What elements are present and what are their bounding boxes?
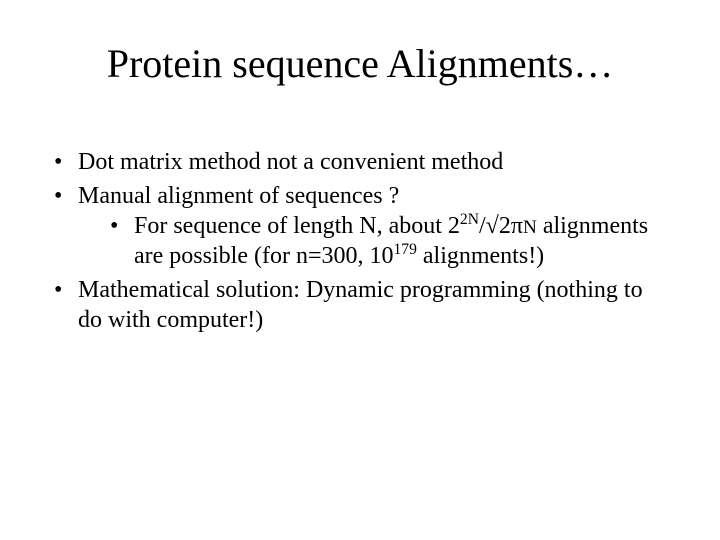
bullet-sequence-length: For sequence of length N, about 22N/√2πN… (106, 211, 670, 271)
bullet-text: Mathematical solution: Dynamic programmi… (78, 277, 643, 333)
slide-content: Dot matrix method not a convenient metho… (50, 147, 670, 335)
slide-container: Protein sequence Alignments… Dot matrix … (0, 0, 720, 540)
text-part: /√2π (479, 213, 523, 239)
small-n: N (523, 217, 537, 238)
exponent-179: 179 (393, 241, 416, 258)
bullet-text: Dot matrix method not a convenient metho… (78, 149, 503, 175)
text-part: alignments!) (417, 243, 544, 269)
bullet-text: Manual alignment of sequences ? (78, 183, 399, 209)
bullet-dynamic-programming: Mathematical solution: Dynamic programmi… (50, 275, 670, 335)
bullet-manual-alignment: Manual alignment of sequences ? For sequ… (50, 181, 670, 271)
bullet-list-level1: Dot matrix method not a convenient metho… (50, 147, 670, 335)
text-part: For sequence of length N, about 2 (134, 213, 460, 239)
bullet-dot-matrix: Dot matrix method not a convenient metho… (50, 147, 670, 177)
slide-title: Protein sequence Alignments… (50, 40, 670, 87)
bullet-list-level2: For sequence of length N, about 22N/√2πN… (106, 211, 670, 271)
exponent-2n: 2N (460, 211, 479, 228)
